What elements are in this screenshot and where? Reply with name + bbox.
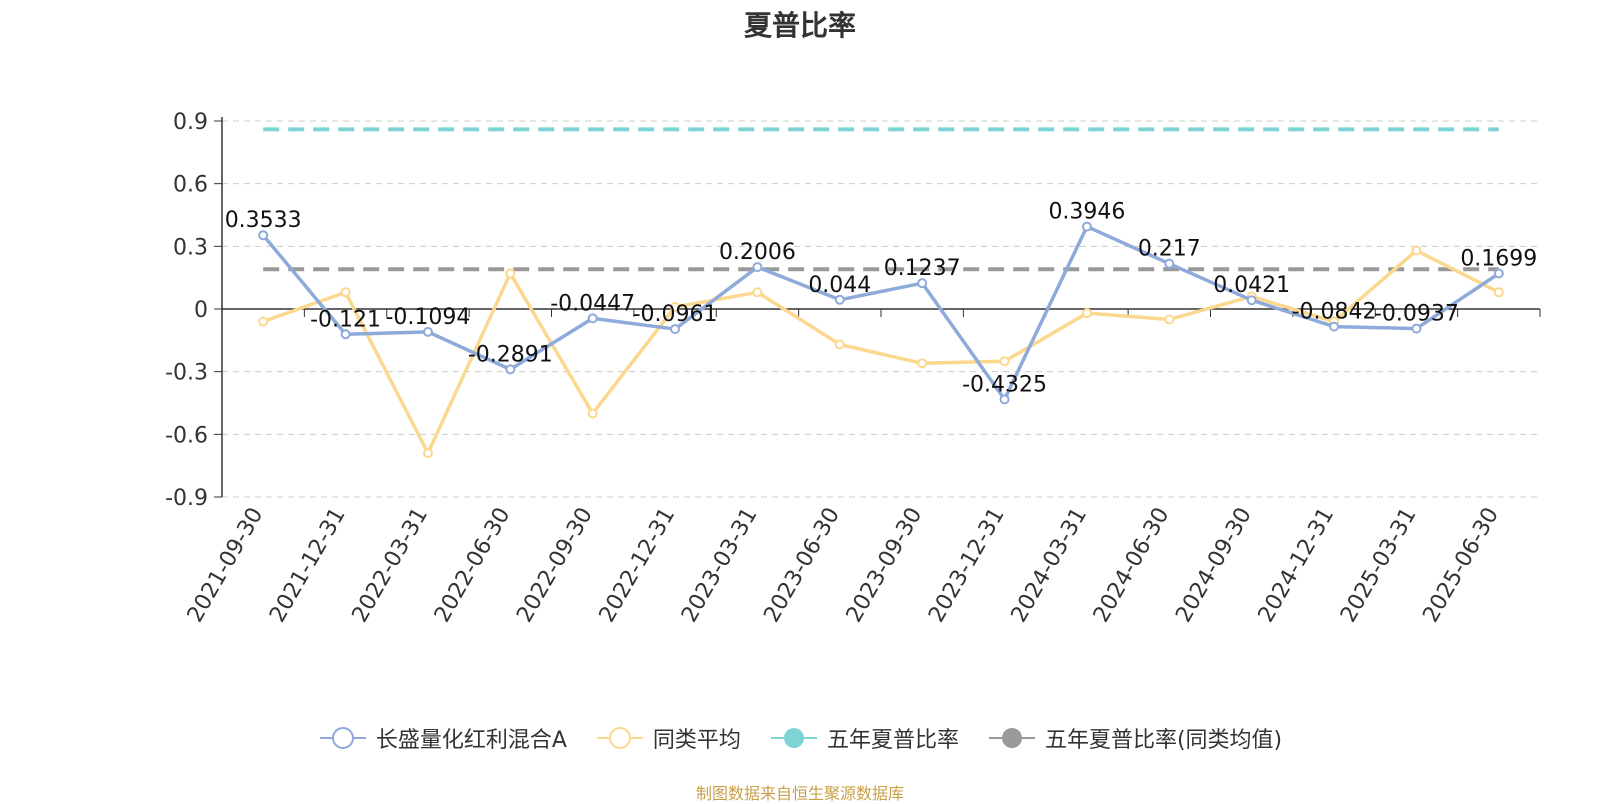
legend-label: 长盛量化红利混合A: [375, 728, 567, 753]
data-point: [917, 358, 928, 369]
data-point: [1164, 314, 1175, 325]
data-label: -0.2891: [468, 342, 553, 367]
data-point: [1411, 323, 1422, 334]
data-point: [999, 356, 1010, 367]
data-point: [1329, 321, 1340, 332]
data-point: [1081, 221, 1092, 232]
chart-legend: 长盛量化红利混合A 同类平均 五年夏普比率 五年夏普比率(同类均值): [0, 722, 1600, 754]
data-point: [1246, 295, 1257, 306]
x-tick-label: 2022-12-31: [595, 504, 681, 627]
legend-filled-circle-icon: [770, 728, 817, 748]
legend-label: 同类平均: [652, 728, 741, 753]
x-tick-label: 2021-09-30: [183, 504, 269, 627]
data-label: -0.0961: [633, 302, 718, 327]
data-point: [752, 287, 763, 298]
data-label: 0.1699: [1460, 247, 1537, 272]
data-point: [752, 262, 763, 273]
data-label: 0.217: [1138, 237, 1201, 262]
data-point: [340, 329, 351, 340]
data-label: 0.1237: [884, 256, 961, 281]
legend-hollow-circle-icon: [596, 727, 643, 749]
data-label: -0.0447: [550, 291, 635, 316]
chart-title: 夏普比率: [743, 9, 856, 42]
data-point: [258, 316, 269, 327]
x-tick-label: 2023-06-30: [759, 504, 845, 627]
legend-item-fund[interactable]: 长盛量化红利混合A: [318, 722, 567, 754]
x-tick-label: 2025-06-30: [1418, 504, 1504, 627]
x-tick-label: 2023-03-31: [677, 504, 763, 627]
data-point: [340, 287, 351, 298]
data-point: [670, 324, 681, 335]
legend-hollow-circle-icon: [319, 727, 366, 749]
y-tick-label: 0.6: [173, 173, 208, 198]
data-point: [1493, 268, 1504, 279]
y-tick-label: 0.9: [173, 110, 208, 135]
legend-filled-circle-icon: [988, 728, 1035, 748]
legend-label: 五年夏普比率(同类均值): [1044, 728, 1283, 753]
x-tick-label: 2024-12-31: [1254, 504, 1340, 627]
legend-item-five-year-sharpe-peer[interactable]: 五年夏普比率(同类均值): [987, 722, 1282, 754]
y-tick-label: -0.3: [165, 361, 208, 386]
data-label: 0.3533: [225, 208, 302, 233]
x-tick-label: 2024-09-30: [1171, 504, 1257, 627]
x-tick-label: 2022-03-31: [348, 504, 434, 627]
legend-item-peer-average[interactable]: 同类平均: [595, 722, 741, 754]
x-tick-label: 2025-03-31: [1336, 504, 1422, 627]
data-label: 0.044: [808, 273, 871, 298]
series-line: [262, 248, 1500, 455]
data-point: [422, 448, 433, 459]
legend-label: 五年夏普比率: [826, 728, 959, 753]
data-point: [1164, 258, 1175, 269]
legend-item-five-year-sharpe[interactable]: 五年夏普比率: [769, 722, 959, 754]
data-point: [258, 230, 269, 241]
y-tick-label: 0: [194, 298, 208, 323]
x-tick-label: 2022-06-30: [430, 504, 516, 627]
data-label: -0.1094: [385, 305, 470, 330]
data-label: -0.121: [310, 307, 381, 332]
data-label: 0.2006: [719, 240, 796, 265]
data-point: [917, 278, 928, 289]
data-label: 0.0421: [1213, 273, 1290, 298]
x-tick-label: 2022-09-30: [512, 504, 598, 627]
source-note: 制图数据来自恒生聚源数据库: [695, 784, 904, 803]
data-label: -0.0842: [1292, 300, 1377, 325]
series-line: [261, 224, 1500, 402]
y-tick-label: -0.6: [165, 423, 208, 448]
data-label: -0.4325: [962, 372, 1047, 397]
data-point: [422, 326, 433, 337]
y-tick-label: -0.9: [165, 486, 208, 511]
data-point: [587, 313, 598, 324]
data-point: [834, 294, 845, 305]
data-point: [1411, 245, 1422, 256]
data-label: 0.3946: [1048, 200, 1125, 225]
data-point: [1081, 308, 1092, 319]
x-tick-label: 2024-06-30: [1089, 504, 1175, 627]
data-point: [505, 364, 516, 375]
data-point: [670, 301, 681, 312]
data-point: [1493, 287, 1504, 298]
x-tick-label: 2021-12-31: [265, 504, 351, 627]
data-point: [587, 408, 598, 419]
data-label: -0.0937: [1374, 302, 1459, 327]
x-tick-label: 2023-09-30: [842, 504, 928, 627]
x-tick-label: 2023-12-31: [924, 504, 1010, 627]
x-tick-label: 2024-03-31: [1007, 504, 1093, 627]
data-point: [999, 394, 1010, 405]
data-point: [505, 268, 516, 279]
data-point: [834, 339, 845, 350]
y-tick-label: 0.3: [173, 235, 208, 260]
